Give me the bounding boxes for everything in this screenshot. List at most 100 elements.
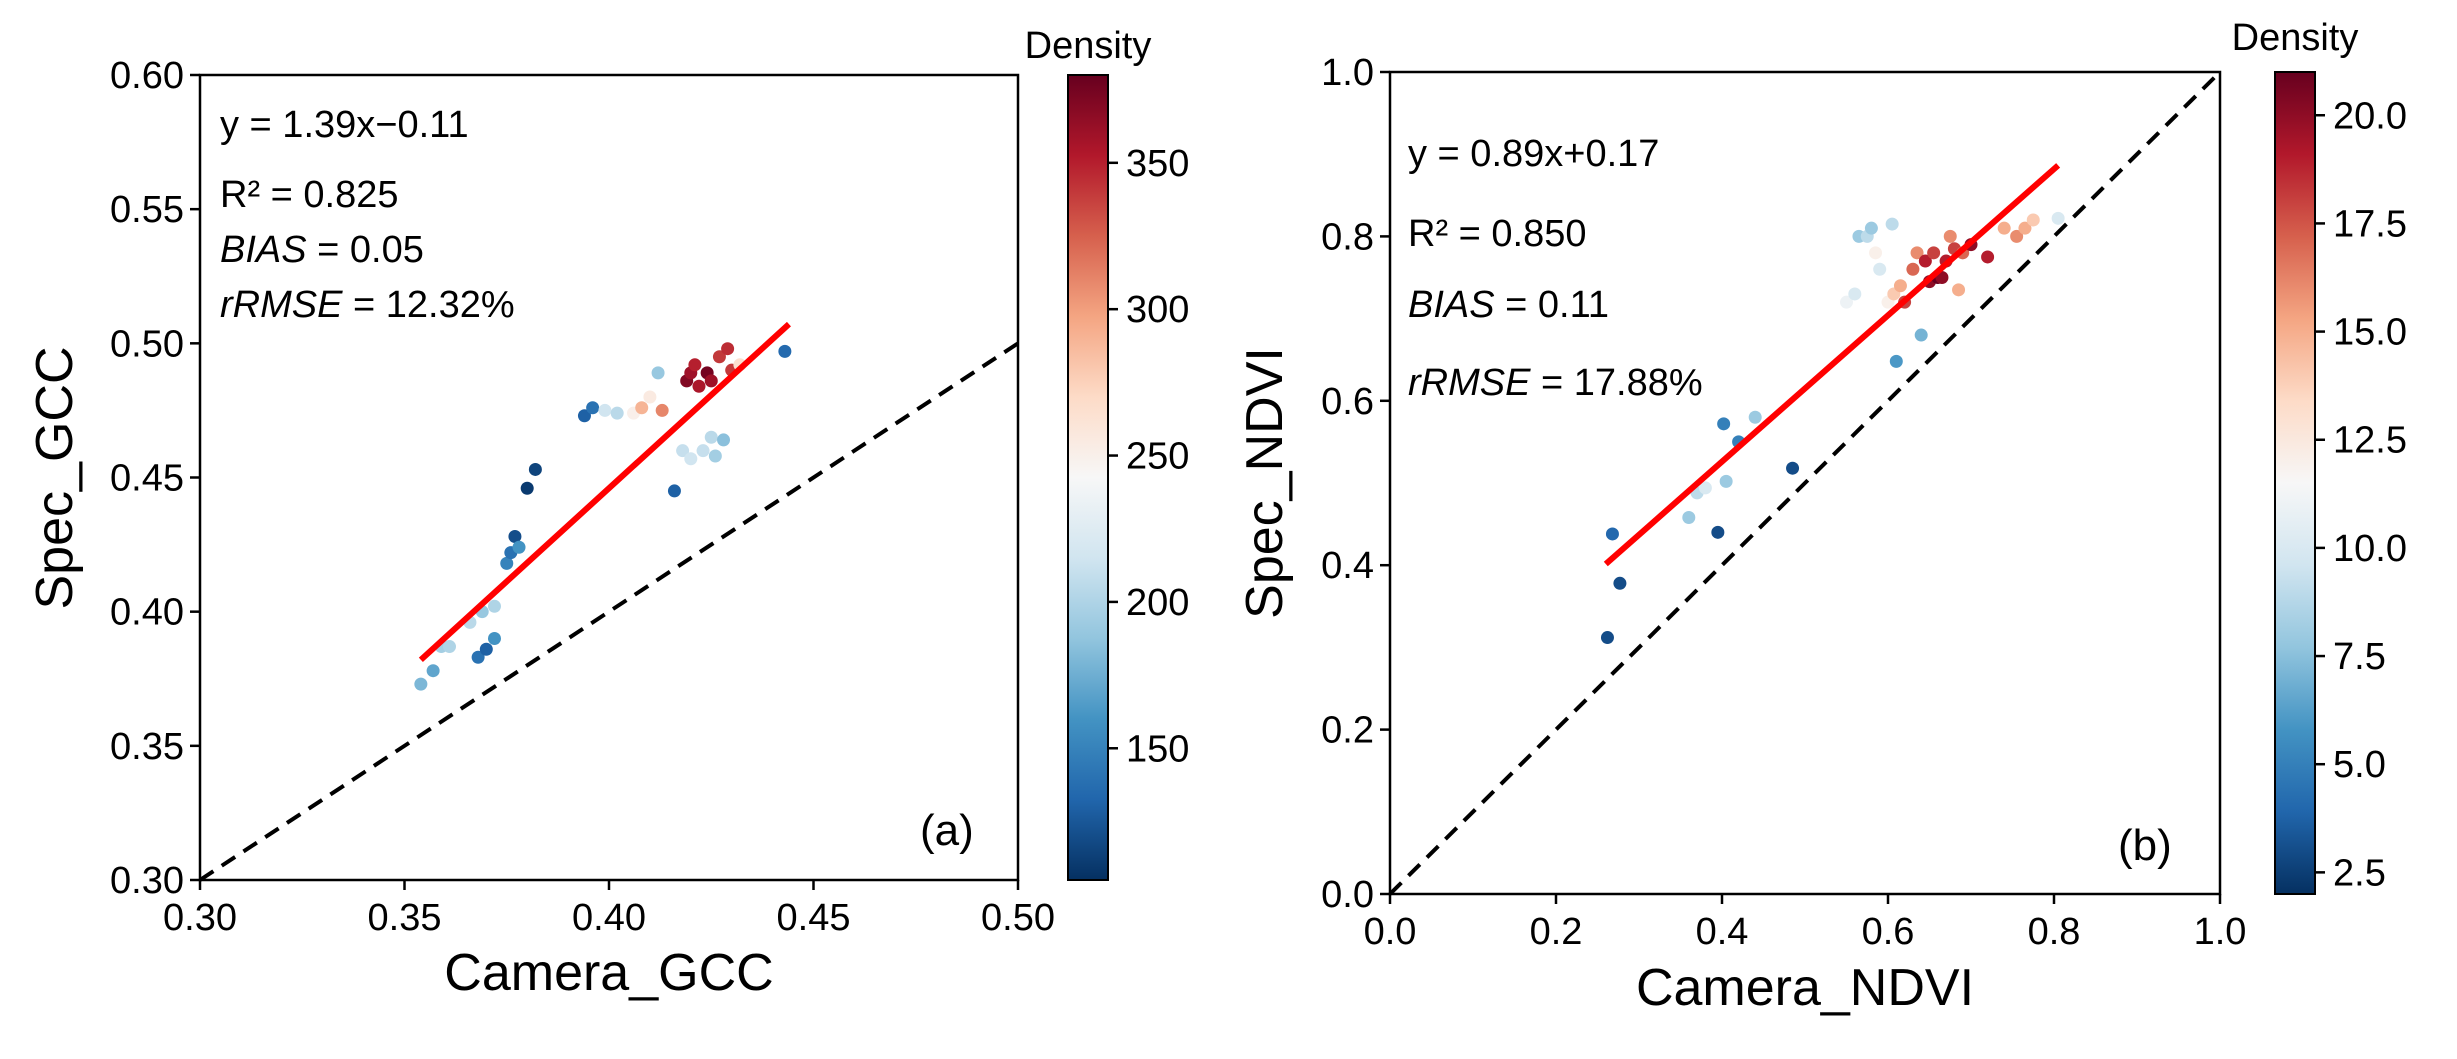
y-tick-label: 0.35 xyxy=(110,726,184,768)
scatter-point xyxy=(414,677,428,691)
scatter-point xyxy=(1906,262,1920,276)
scatter-point xyxy=(487,599,501,613)
scatter-point xyxy=(708,449,722,463)
scatter-point xyxy=(500,556,514,570)
colorbar-a xyxy=(1067,74,1109,881)
x-tick-label: 0.30 xyxy=(163,897,237,939)
equation-a: y = 1.39x−0.11 xyxy=(220,104,469,146)
colorbar-title-a: Density xyxy=(1025,25,1152,67)
scatter-point xyxy=(586,401,600,415)
x-tick-label: 0.35 xyxy=(368,897,442,939)
scatter-point xyxy=(1711,525,1725,539)
panel-a: 0.30 0.35 0.40 0.45 0.50 0.30 0.35 0.40 0.45 0.5… xyxy=(26,25,1189,1002)
scatter-point xyxy=(667,484,681,498)
rrmse-value-b: = 17.88% xyxy=(1530,362,1702,404)
colorbar-tick-label: 17.5 xyxy=(2333,203,2407,245)
panel-b: 0.0 0.2 0.4 0.6 0.8 1.0 0.0 0.2 0.4 0.6 0.8 1.0 y … xyxy=(1236,17,2407,1017)
scatter-point xyxy=(512,540,526,554)
scatter-point xyxy=(1864,221,1878,235)
x-tick-label: 0.50 xyxy=(981,897,1055,939)
scatter-point xyxy=(1943,229,1957,243)
x-axis-label-a: Camera_GCC xyxy=(444,944,773,1002)
scatter-point xyxy=(1613,576,1627,590)
colorbar-ticks-b: 2.5 5.0 7.5 10.0 12.5 15.0 17.5 20.0 xyxy=(2315,95,2407,894)
x-tick-label: 0.0 xyxy=(1364,911,1417,953)
scatter-point xyxy=(1889,354,1903,368)
scatter-point xyxy=(717,433,731,447)
scatter-point xyxy=(426,664,440,678)
scatter-point xyxy=(1840,295,1853,309)
colorbar-tick-label: 5.0 xyxy=(2333,744,2386,786)
scatter-point xyxy=(2010,229,2024,243)
scatter-point xyxy=(610,406,624,420)
scatter-point xyxy=(2018,221,2032,235)
scatter-point xyxy=(643,390,657,404)
x-ticks-b: 0.0 0.2 0.4 0.6 0.8 1.0 xyxy=(1364,894,2246,953)
panel-label-a: (a) xyxy=(920,806,974,855)
scatter-points-b xyxy=(1600,211,2065,645)
colorbar-tick-label: 20.0 xyxy=(2333,95,2407,137)
scatter-point xyxy=(651,366,665,380)
scatter-point xyxy=(1600,631,1614,645)
scatter-point xyxy=(704,430,718,444)
y-axis-label-a: Spec_GCC xyxy=(26,347,84,610)
scatter-point xyxy=(577,409,591,423)
scatter-point xyxy=(655,403,669,417)
equation-b: y = 0.89x+0.17 xyxy=(1408,133,1659,175)
scatter-point xyxy=(471,650,485,664)
scatter-point xyxy=(688,358,702,372)
scatter-point xyxy=(684,452,698,466)
r2-b: R² = 0.850 xyxy=(1408,213,1587,255)
colorbar-tick-label: 2.5 xyxy=(2333,852,2386,894)
scatter-point xyxy=(1927,246,1941,260)
colorbar-tick-label: 7.5 xyxy=(2333,636,2386,678)
scatter-point xyxy=(598,403,612,417)
scatter-point xyxy=(1910,246,1924,260)
rrmse-b: rRMSE = 17.88% xyxy=(1408,362,1703,404)
scatter-point xyxy=(1918,254,1932,268)
rrmse-value-a: = 12.32% xyxy=(342,284,514,326)
bias-value-a: = 0.05 xyxy=(307,229,424,271)
y-tick-label: 0.6 xyxy=(1321,381,1374,423)
y-tick-label: 1.0 xyxy=(1321,52,1374,94)
scatter-point xyxy=(520,481,534,495)
y-tick-label: 0.2 xyxy=(1321,710,1374,752)
x-tick-label: 0.6 xyxy=(1862,911,1915,953)
scatter-point xyxy=(2051,211,2065,225)
scatter-point xyxy=(1748,410,1762,424)
colorbar-tick-label: 200 xyxy=(1126,582,1189,624)
bias-label-a: BIAS xyxy=(220,229,307,271)
plot-frame-b xyxy=(1388,70,2222,896)
colorbar-title-b: Density xyxy=(2232,17,2359,59)
y-tick-label: 0.55 xyxy=(110,189,184,231)
bias-a: BIAS = 0.05 xyxy=(220,229,424,271)
y-tick-label: 0.45 xyxy=(110,458,184,500)
colorbar-tick-label: 250 xyxy=(1126,436,1189,478)
scatter-point xyxy=(1719,474,1733,488)
scatter-point xyxy=(1717,417,1731,431)
scatter-point xyxy=(1698,481,1712,495)
rrmse-label-b: rRMSE xyxy=(1408,362,1531,404)
scatter-point xyxy=(1786,461,1800,475)
y-ticks-a: 0.30 0.35 0.40 0.45 0.50 0.55 0.60 xyxy=(110,55,200,902)
scatter-point xyxy=(1885,217,1899,231)
bias-b: BIAS = 0.11 xyxy=(1408,284,1609,326)
colorbar-ticks-a: 150 200 250 300 350 xyxy=(1108,143,1189,770)
r2-a: R² = 0.825 xyxy=(220,174,399,216)
scatter-point xyxy=(508,530,522,544)
panel-label-b: (b) xyxy=(2118,821,2172,870)
x-tick-label: 0.40 xyxy=(572,897,646,939)
x-tick-label: 0.2 xyxy=(1530,911,1583,953)
x-ticks-a: 0.30 0.35 0.40 0.45 0.50 xyxy=(163,880,1055,939)
x-axis-label-b: Camera_NDVI xyxy=(1636,959,1974,1017)
scatter-point xyxy=(1981,250,1995,264)
scatter-point xyxy=(676,444,690,458)
y-tick-label: 0.50 xyxy=(110,323,184,365)
colorbar-b xyxy=(2274,71,2316,895)
y-tick-label: 0.8 xyxy=(1321,216,1374,258)
identity-line-b xyxy=(1388,70,2222,896)
scatter-point xyxy=(1952,283,1966,297)
y-tick-label: 0.4 xyxy=(1321,545,1374,587)
colorbar-tick-label: 350 xyxy=(1126,143,1189,185)
